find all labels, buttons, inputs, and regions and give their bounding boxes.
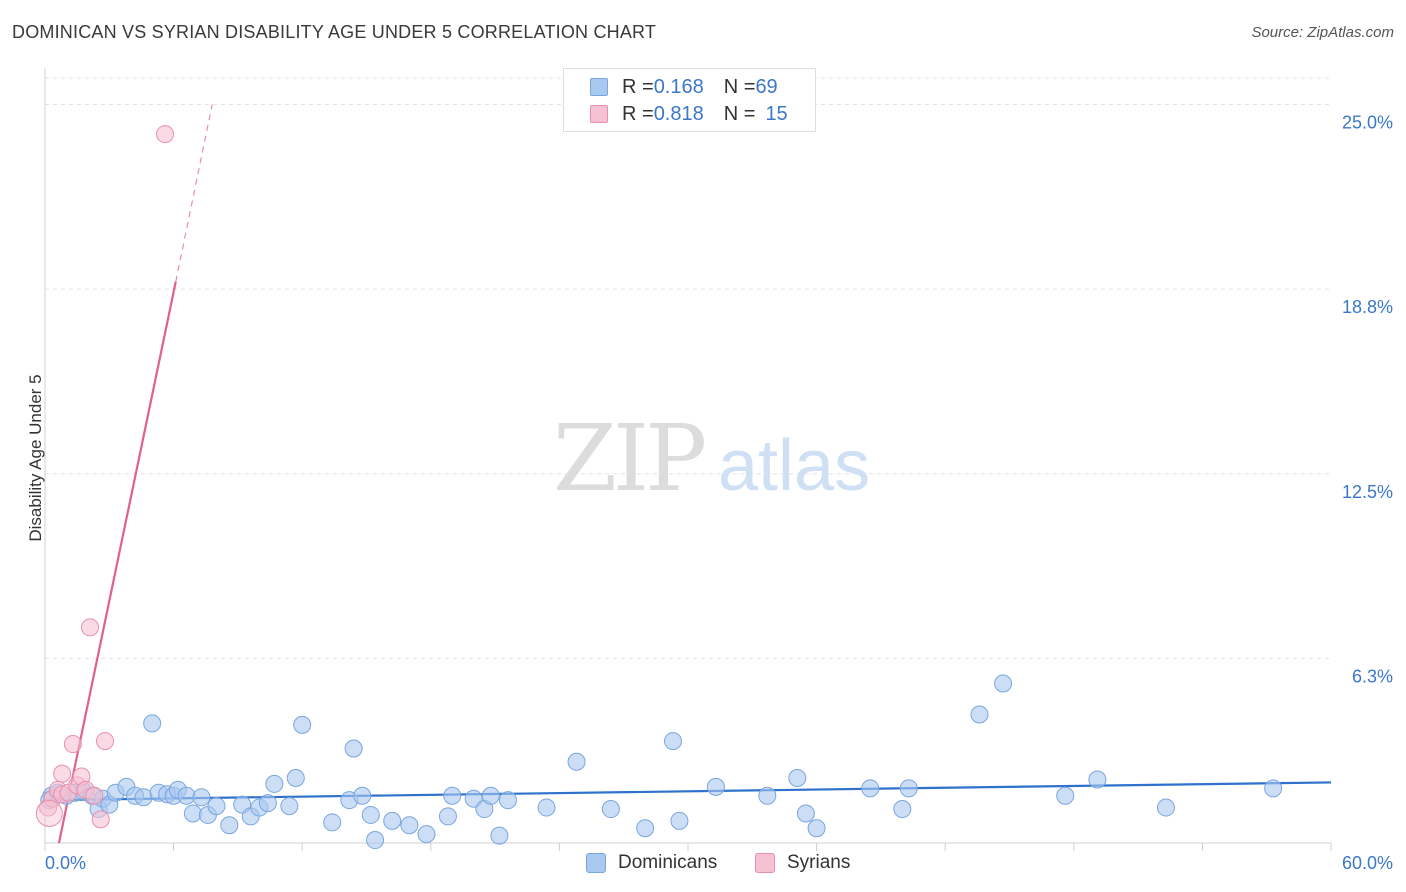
legend-r-value: 0.168 (653, 75, 704, 98)
series-swatch-syrians (755, 853, 775, 873)
legend-n-label: N = (723, 102, 756, 125)
dominican-point (1264, 779, 1283, 798)
dominican-point (899, 779, 918, 798)
y-tick-label: 12.5% (1342, 482, 1393, 502)
syrian-point (96, 732, 115, 751)
dominican-point (366, 831, 385, 850)
dominican-point (498, 791, 517, 810)
syrian-point (91, 810, 110, 829)
dominican-point (177, 786, 196, 805)
chart-title: DOMINICAN VS SYRIAN DISABILITY AGE UNDER… (12, 22, 657, 42)
dominican-point (537, 798, 556, 817)
series-swatch-dominicans (586, 853, 606, 873)
syrian-point (85, 786, 104, 805)
legend-r-label: R = (622, 75, 654, 98)
dominican-point (601, 800, 620, 819)
dominican-point (183, 804, 202, 823)
dominican-trend-line (44, 781, 1332, 802)
y-tick-label: 25.0% (1342, 113, 1393, 133)
dominican-point (636, 819, 655, 838)
legend-swatch-syrians (590, 105, 608, 123)
dominican-point (567, 752, 586, 771)
legend-swatch-dominicans (590, 78, 608, 96)
syrian-point (156, 125, 175, 144)
dominican-point (807, 819, 826, 838)
syrian-point (35, 799, 63, 827)
series-legend-dominicans: Dominicans (586, 852, 717, 874)
dominican-point (143, 714, 162, 733)
watermark-atlas: atlas (718, 426, 870, 506)
grid-lines (45, 77, 1331, 659)
dominican-point (207, 797, 226, 816)
dominican-point (706, 777, 725, 796)
y-tick-label: 6.3% (1352, 666, 1393, 686)
legend-row-syrians: R = 0.818 N = 15 (564, 101, 788, 127)
watermark-zip: ZIP (553, 405, 704, 512)
dominican-point (788, 769, 807, 788)
syrian-trend-line (57, 281, 177, 844)
dominican-point (400, 816, 419, 835)
y-tick-label: 18.8% (1342, 297, 1393, 317)
dominican-point (353, 786, 372, 805)
dominican-point (265, 774, 284, 793)
dominican-point (383, 811, 402, 830)
series-label-syrians: Syrians (787, 852, 851, 873)
dominican-point (796, 804, 815, 823)
legend-r-value: 0.818 (653, 102, 704, 125)
dominican-point (323, 813, 342, 832)
dominican-point (893, 800, 912, 819)
correlation-legend: R = 0.168 N = 69 R = 0.818 N = 15 (563, 68, 816, 132)
dominican-point (1156, 798, 1175, 817)
syrian-point (63, 735, 82, 754)
dominican-point (481, 786, 500, 805)
legend-r-label: R = (622, 102, 654, 125)
dominican-point (490, 826, 509, 845)
syrian-point (53, 764, 72, 783)
dominican-point (192, 788, 211, 807)
dominican-point (994, 674, 1013, 693)
dominican-point (438, 807, 457, 826)
tick-labels: 6.3% 12.5% 18.8% 25.0% 0.0% 60.0% (45, 113, 1393, 873)
y-axis-label-wrap: Disability Age Under 5 (16, 360, 45, 560)
dominican-point (1056, 786, 1075, 805)
dominican-point (361, 805, 380, 824)
dominican-point (861, 779, 880, 798)
syrian-trend-extension (175, 104, 213, 282)
dominican-point (258, 794, 277, 813)
series-legend: Dominicans Syrians (0, 852, 1406, 878)
series-label-dominicans: Dominicans (618, 852, 718, 873)
dominican-point (670, 811, 689, 830)
x-tick-label: 0.0% (45, 853, 86, 873)
dominican-point (443, 786, 462, 805)
dominican-point (344, 739, 363, 758)
series-legend-syrians: Syrians (755, 852, 850, 874)
data-points (35, 125, 1283, 850)
dominican-point (663, 732, 682, 751)
legend-row-dominicans: R = 0.168 N = 69 (564, 74, 778, 100)
dominican-point (293, 715, 312, 734)
watermark: ZIP atlas (553, 405, 870, 512)
dominican-point (970, 705, 989, 724)
axes (44, 68, 1332, 851)
dominican-point (220, 816, 239, 835)
dominican-point (758, 786, 777, 805)
dominican-point (1088, 770, 1107, 789)
dominican-point (417, 825, 436, 844)
dominican-point (134, 788, 153, 807)
legend-n-value: 69 (755, 75, 778, 98)
syrian-point (81, 618, 100, 637)
x-tick-label: 60.0% (1342, 853, 1393, 873)
legend-n-value: 15 (765, 102, 788, 125)
y-axis-label: Disability Age Under 5 (26, 374, 45, 542)
legend-n-label: N = (723, 75, 756, 98)
dominican-point (286, 769, 305, 788)
source-label: Source: ZipAtlas.com (1251, 24, 1394, 41)
dominican-point (280, 797, 299, 816)
